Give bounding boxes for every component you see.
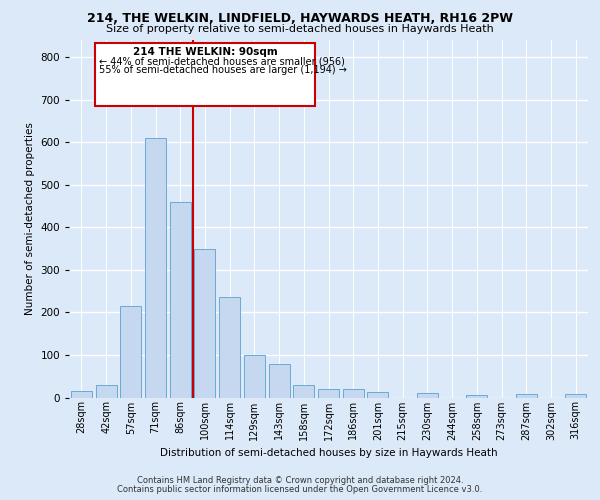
- Bar: [516, 394, 537, 398]
- Text: Contains HM Land Registry data © Crown copyright and database right 2024.: Contains HM Land Registry data © Crown c…: [137, 476, 463, 485]
- Bar: [367, 392, 388, 398]
- Bar: [244, 355, 265, 398]
- FancyBboxPatch shape: [95, 44, 315, 106]
- Bar: [565, 394, 586, 398]
- Bar: [170, 202, 191, 398]
- Bar: [318, 389, 339, 398]
- Bar: [120, 306, 141, 398]
- Text: Contains public sector information licensed under the Open Government Licence v3: Contains public sector information licen…: [118, 485, 482, 494]
- Bar: [71, 391, 92, 398]
- Text: 214 THE WELKIN: 90sqm: 214 THE WELKIN: 90sqm: [133, 47, 277, 57]
- X-axis label: Distribution of semi-detached houses by size in Haywards Heath: Distribution of semi-detached houses by …: [160, 448, 497, 458]
- Bar: [417, 393, 438, 398]
- Bar: [194, 248, 215, 398]
- Text: 55% of semi-detached houses are larger (1,194) →: 55% of semi-detached houses are larger (…: [98, 64, 347, 74]
- Bar: [145, 138, 166, 398]
- Text: Size of property relative to semi-detached houses in Haywards Heath: Size of property relative to semi-detach…: [106, 24, 494, 34]
- Bar: [269, 364, 290, 398]
- Text: 214, THE WELKIN, LINDFIELD, HAYWARDS HEATH, RH16 2PW: 214, THE WELKIN, LINDFIELD, HAYWARDS HEA…: [87, 12, 513, 26]
- Text: ← 44% of semi-detached houses are smaller (956): ← 44% of semi-detached houses are smalle…: [98, 56, 344, 66]
- Bar: [95, 384, 116, 398]
- Bar: [293, 384, 314, 398]
- Y-axis label: Number of semi-detached properties: Number of semi-detached properties: [25, 122, 35, 315]
- Bar: [466, 395, 487, 398]
- Bar: [219, 298, 240, 398]
- Bar: [343, 389, 364, 398]
